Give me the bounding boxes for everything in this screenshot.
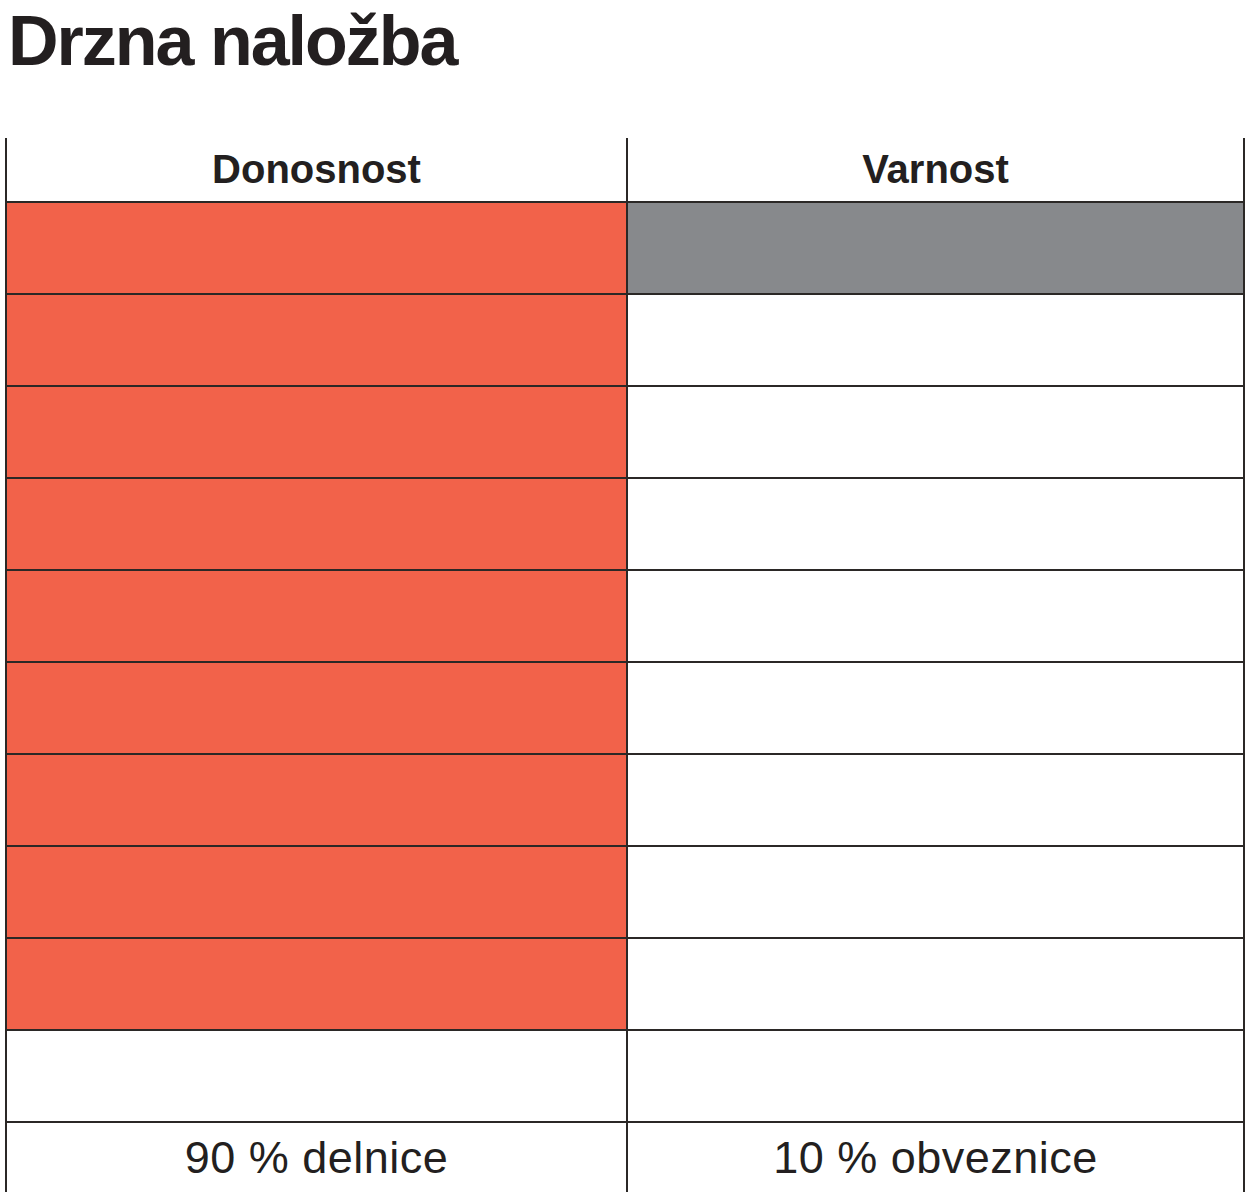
investment-rating-chart: Drzna naložba Donosnost Varnost 90 % del… xyxy=(0,0,1250,1192)
rating-cell-empty xyxy=(628,571,1245,661)
rating-cell-empty xyxy=(628,847,1245,937)
rating-row xyxy=(7,847,1245,939)
rating-row xyxy=(7,939,1245,1031)
rating-cell-filled xyxy=(7,387,628,477)
rating-rows xyxy=(7,203,1245,1123)
rating-row xyxy=(7,571,1245,663)
rating-cell-filled xyxy=(7,663,628,753)
rating-cell-empty xyxy=(628,387,1245,477)
rating-cell-filled xyxy=(7,571,628,661)
rating-cell-empty xyxy=(628,295,1245,385)
column-header-varnost: Varnost xyxy=(628,138,1245,201)
allocation-label-obveznice: 10 % obveznice xyxy=(628,1123,1245,1192)
rating-row xyxy=(7,663,1245,755)
rating-cell-empty xyxy=(628,663,1245,753)
header-row: Donosnost Varnost xyxy=(7,138,1245,203)
rating-cell-empty xyxy=(628,755,1245,845)
rating-cell-filled xyxy=(7,755,628,845)
column-header-donosnost: Donosnost xyxy=(7,138,628,201)
rating-cell-empty xyxy=(628,1031,1245,1121)
rating-cell-filled xyxy=(7,847,628,937)
rating-cell-filled xyxy=(628,203,1245,293)
rating-cell-empty xyxy=(7,1031,628,1121)
rating-row xyxy=(7,387,1245,479)
rating-table: Donosnost Varnost 90 % delnice 10 % obve… xyxy=(5,138,1245,1192)
rating-cell-filled xyxy=(7,939,628,1029)
rating-row xyxy=(7,295,1245,387)
rating-cell-empty xyxy=(628,939,1245,1029)
rating-cell-empty xyxy=(628,479,1245,569)
rating-row xyxy=(7,755,1245,847)
allocation-label-delnice: 90 % delnice xyxy=(7,1123,628,1192)
rating-cell-filled xyxy=(7,295,628,385)
chart-title: Drzna naložba xyxy=(0,0,1250,138)
rating-cell-filled xyxy=(7,203,628,293)
footer-label-row: 90 % delnice 10 % obveznice xyxy=(7,1123,1245,1192)
rating-row xyxy=(7,1031,1245,1123)
rating-row xyxy=(7,479,1245,571)
rating-cell-filled xyxy=(7,479,628,569)
rating-row xyxy=(7,203,1245,295)
